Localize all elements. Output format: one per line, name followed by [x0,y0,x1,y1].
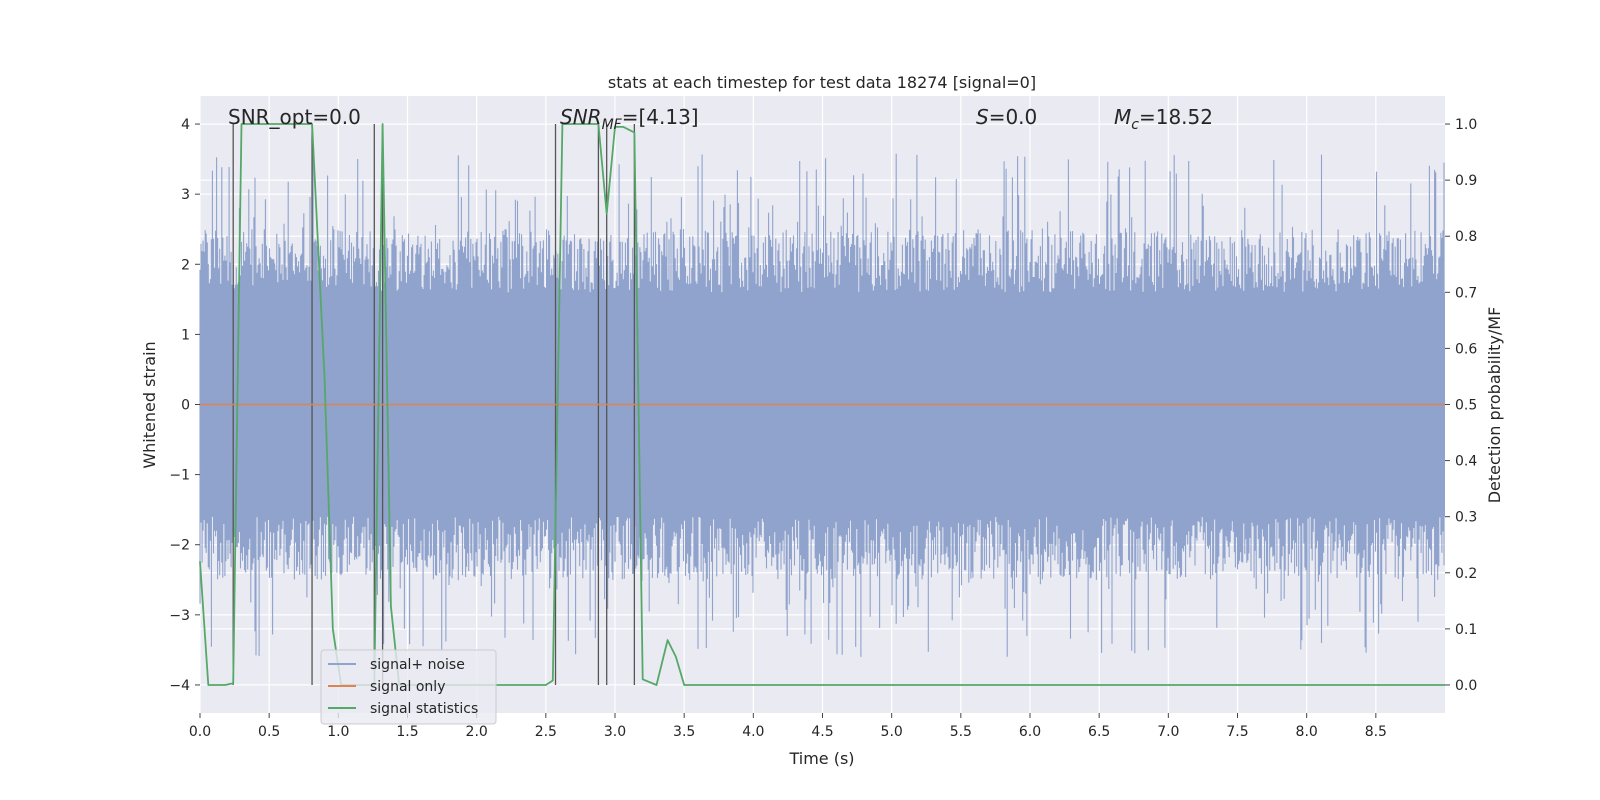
annotation-s: S=0.0 [976,105,1037,129]
signal-statistics-point [545,684,547,686]
signal-statistics-point [1029,684,1031,686]
signal-statistics-point [332,628,334,630]
left-tick-label: −2 [169,538,190,554]
right-tick-label: 0.4 [1455,454,1477,470]
right-tick-label: 0.5 [1455,398,1477,414]
signal-statistics-point [224,684,226,686]
signal-statistics-point [633,131,636,134]
signal-statistics-point [282,123,284,125]
right-tick-label: 0.0 [1455,678,1477,694]
right-tick-label: 0.1 [1455,622,1477,638]
signal-statistics-point [622,126,624,128]
signal-statistics-point [552,679,554,682]
signal-statistics-point [207,684,209,686]
signal-statistics-point [390,605,392,608]
signal-statistics-point [382,123,384,125]
legend-box [320,649,497,725]
snr-mf-value: =[4.13] [622,105,699,129]
signal-statistics-point [752,684,754,686]
left-tick-label: 1 [181,327,190,343]
mc-value: =18.52 [1139,105,1213,129]
left-tick-label: 0 [181,398,190,414]
x-axis-label: Time (s) [788,749,854,768]
annotation-snr-mf: SNRMF=[4.13] [560,105,699,133]
right-tick-label: 0.7 [1455,285,1477,301]
legend: signal+ noise signal only signal statist… [320,649,497,725]
right-axis-ticks: 0.0 0.1 0.2 0.3 0.4 0.5 0.6 0.7 0.8 0.9 1.0 [1445,117,1477,694]
right-axis-label: Detection probability/MF [1485,307,1504,504]
signal-statistics-point [240,123,243,125]
x-tick-label: 8.0 [1296,724,1318,740]
x-tick-label: 4.5 [811,724,833,740]
right-tick-label: 0.3 [1455,510,1477,526]
legend-label-signal-statistics: signal statistics [370,701,478,717]
x-tick-label: 7.0 [1157,724,1179,740]
series-lines [199,123,1446,686]
x-tick-label: 6.0 [1019,724,1041,740]
x-tick-label: 2.0 [466,724,488,740]
signal-statistics-point [683,684,685,686]
left-axis-label: Whitened strain [140,341,159,468]
right-tick-label: 1.0 [1455,117,1477,133]
mc-subscript: c [1131,117,1139,133]
annotation-snr-opt: SNR_opt=0.0 [228,105,361,129]
x-tick-label: 3.5 [673,724,695,740]
x-tick-label: 7.5 [1226,724,1248,740]
x-tick-label: 3.0 [604,724,626,740]
chart-title: stats at each timestep for test data 182… [608,73,1036,92]
left-axis-ticks: −4 −3 −2 −1 0 1 2 3 4 [169,117,200,694]
right-tick-label: 0.2 [1455,566,1477,582]
signal-statistics-point [675,656,677,658]
signal-statistics-point [891,684,893,686]
x-tick-label: 6.5 [1088,724,1110,740]
left-tick-label: −4 [169,678,190,694]
signal-statistics-point [597,123,600,125]
x-tick-label: 0.0 [189,724,211,740]
signal-statistics-point [642,678,644,680]
signal-statistics-point [261,123,263,125]
mc-base: M [1114,105,1131,129]
signal-statistics-point [606,213,608,215]
signal-statistics-line [199,123,1445,686]
signal-statistics-point [299,123,301,125]
signal-statistics-point [311,123,313,125]
signal-statistics-point [199,561,201,563]
right-tick-label: 0.8 [1455,229,1477,245]
signal-statistics-point [667,639,669,641]
right-tick-label: 0.9 [1455,173,1477,189]
signal-statistics-point [561,123,564,125]
left-tick-label: 4 [181,117,190,133]
left-tick-label: −1 [169,468,190,484]
x-tick-label: 5.0 [881,724,903,740]
legend-label-signal-only: signal only [370,679,445,695]
x-axis-ticks: 0.0 0.5 1.0 1.5 2.0 2.5 3.0 3.5 4.0 4.5 5.0 5.5 6.0 6… [189,713,1387,740]
left-tick-label: 2 [181,257,190,273]
legend-label-signal-noise: signal+ noise [370,657,465,673]
signal-statistics-point [323,375,326,378]
noise-trace [199,153,1445,657]
right-tick-label: 0.6 [1455,341,1477,357]
snr-mf-base: SNR [560,105,602,129]
signal-statistics-point [614,126,616,128]
x-tick-label: 1.0 [327,724,349,740]
left-tick-label: −3 [169,608,190,624]
signal-statistics-point [232,682,234,684]
annotation-mc: Mc=18.52 [1114,105,1213,133]
x-tick-label: 0.5 [258,724,280,740]
x-tick-label: 5.5 [950,724,972,740]
s-value: =0.0 [989,105,1038,129]
snr-mf-subscript: MF [602,117,623,133]
left-tick-label: 3 [181,187,190,203]
signal-statistics-point [579,123,582,125]
signal-statistics-point [1167,684,1169,686]
x-tick-label: 8.5 [1365,724,1387,740]
signal-statistics-point [655,684,658,686]
s-variable: S [976,105,989,129]
signal-statistics-point [1306,684,1308,686]
x-tick-label: 2.5 [535,724,557,740]
x-tick-label: 4.0 [742,724,764,740]
x-tick-label: 1.5 [396,724,418,740]
